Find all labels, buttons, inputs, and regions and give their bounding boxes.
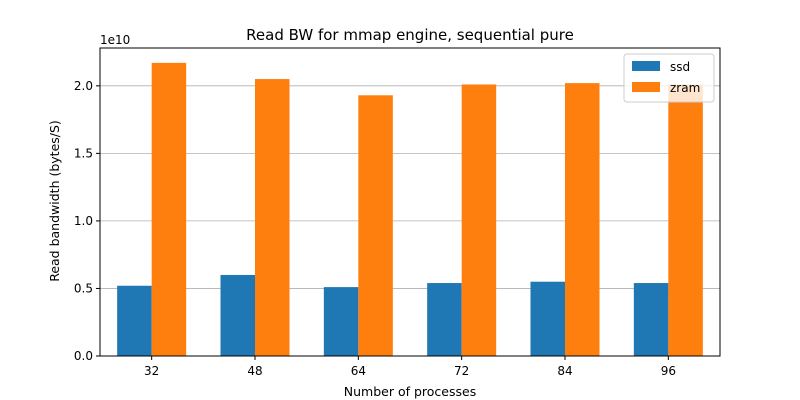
- chart-title: Read BW for mmap engine, sequential pure: [246, 26, 574, 44]
- y-offset-text: 1e10: [100, 33, 130, 47]
- x-axis-ticks: 32 48 64 72 84 96: [144, 356, 676, 378]
- bar-ssd-32: [117, 285, 152, 356]
- x-tick-label: 48: [247, 364, 262, 378]
- legend-label-ssd: ssd: [670, 60, 690, 74]
- bars: [117, 62, 703, 357]
- gridlines: [100, 85, 720, 289]
- bar-ssd-48: [220, 274, 255, 356]
- bar-ssd-64: [323, 287, 359, 356]
- x-tick-label: 72: [454, 364, 469, 378]
- x-tick-label: 84: [557, 364, 572, 378]
- x-tick-label: 32: [144, 364, 159, 378]
- bar-ssd-84: [530, 281, 565, 356]
- legend: ssd zram: [623, 53, 715, 103]
- legend-swatch-ssd: [632, 61, 660, 71]
- bar-zram-96: [668, 84, 703, 356]
- x-axis-label: Number of processes: [344, 384, 476, 399]
- y-tick-label: 2.0: [74, 79, 93, 93]
- y-axis-label: Read bandwidth (bytes/S): [47, 120, 62, 282]
- bar-ssd-72: [427, 283, 462, 356]
- x-tick-label: 96: [661, 364, 676, 378]
- y-tick-label: 0.0: [74, 349, 93, 363]
- y-tick-label: 0.5: [74, 281, 93, 295]
- bar-zram-32: [151, 62, 187, 356]
- bar-zram-84: [565, 83, 600, 357]
- y-tick-label: 1.0: [74, 214, 93, 228]
- bar-zram-48: [255, 79, 290, 356]
- y-tick-label: 1.5: [74, 146, 93, 160]
- bar-zram-64: [358, 95, 393, 356]
- y-axis-ticks: 0.0 0.5 1.0 1.5 2.0: [74, 79, 100, 363]
- x-tick-label: 64: [351, 364, 366, 378]
- legend-swatch-zram: [632, 82, 660, 92]
- plot-frame: [99, 47, 721, 357]
- bar-zram-72: [461, 84, 497, 356]
- legend-label-zram: zram: [670, 81, 700, 95]
- bar-ssd-96: [633, 283, 669, 356]
